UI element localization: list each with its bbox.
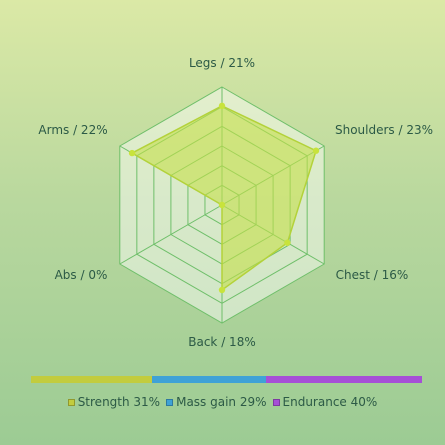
bar-segment-endurance bbox=[265, 376, 422, 383]
axis-label-shoulders: Shoulders / 23% bbox=[335, 123, 433, 137]
data-point-legs[interactable] bbox=[218, 102, 226, 110]
legend-label: Strength 31% bbox=[77, 395, 161, 409]
legend-swatch bbox=[272, 398, 280, 406]
data-point-shoulders[interactable] bbox=[312, 147, 320, 154]
bar-segment-strength bbox=[31, 376, 153, 383]
legend-item-mass-gain[interactable]: Mass gain 29% bbox=[166, 395, 267, 409]
radar-series bbox=[128, 102, 320, 294]
bar-segment-mass-gain bbox=[152, 376, 266, 383]
data-point-arms[interactable] bbox=[128, 149, 136, 157]
data-point-chest[interactable] bbox=[284, 239, 291, 246]
legend-label: Mass gain 29% bbox=[176, 395, 267, 409]
legend-item-endurance[interactable]: Endurance 40% bbox=[272, 395, 378, 409]
legend-label: Endurance 40% bbox=[282, 395, 378, 409]
axis-labels: Legs / 21% Shoulders / 23% Chest / 16% Back… bbox=[38, 56, 433, 349]
axis-label-abs: Abs / 0% bbox=[55, 268, 108, 282]
axis-label-legs: Legs / 21% bbox=[189, 56, 255, 70]
axis-label-chest: Chest / 16% bbox=[336, 268, 409, 282]
legend-swatch bbox=[166, 398, 174, 406]
axis-spoke-abs bbox=[119, 204, 223, 265]
legend: Strength 31% Mass gain 29% Endurance 40% bbox=[0, 395, 445, 409]
axis-label-arms: Arms / 22% bbox=[38, 123, 107, 137]
axis-label-back: Back / 18% bbox=[188, 335, 255, 349]
data-point-abs[interactable] bbox=[218, 201, 226, 209]
legend-item-strength[interactable]: Strength 31% bbox=[67, 395, 161, 409]
data-point-back[interactable] bbox=[218, 286, 226, 294]
legend-swatch bbox=[67, 398, 75, 406]
